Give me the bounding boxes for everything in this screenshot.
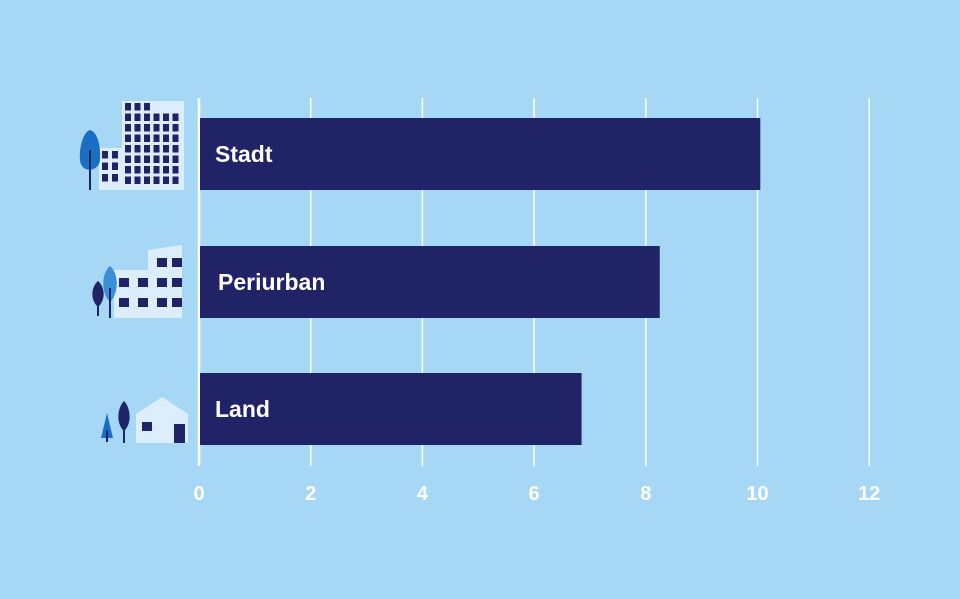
x-tick-label: 8 [640,483,651,505]
window [172,176,179,184]
window [163,155,169,163]
window [134,145,141,153]
window [163,176,169,184]
window [153,124,160,132]
window [172,124,179,132]
x-tick-label: 0 [193,483,204,505]
window [125,145,131,153]
tree-trunk [106,430,108,442]
window [125,155,131,163]
bar-labels: Stadt Periurban Land [215,141,325,422]
bar-label: Stadt [215,141,273,167]
window [163,166,169,174]
tree [101,413,113,438]
window [163,134,169,142]
window [153,113,160,121]
window [144,176,150,184]
window [172,155,179,163]
window [112,174,118,182]
window [172,298,182,307]
x-tick-label: 6 [529,483,540,505]
tree [118,401,130,431]
bar-label: Land [215,396,270,422]
tree [79,130,101,170]
periurban-buildings-icon [92,245,182,318]
window [138,278,148,287]
door [174,424,185,443]
window [144,113,150,121]
window [134,166,141,174]
window [163,124,169,132]
window [119,298,129,307]
tree-trunk [109,288,111,318]
bar [200,118,761,190]
window [134,155,141,163]
tree-trunk [97,296,99,316]
window [157,298,167,307]
window [138,298,148,307]
window [144,103,150,111]
window [125,113,131,121]
window [153,176,160,184]
window [144,145,150,153]
window [153,134,160,142]
window [157,278,167,287]
x-tick-label: 10 [746,483,768,505]
window [144,166,150,174]
bar [200,246,660,318]
window [125,124,131,132]
window [102,174,108,182]
window [134,176,141,184]
window [172,145,179,153]
x-tick-label: 4 [417,483,429,505]
rural-house-icon [101,397,188,443]
tree [103,266,117,302]
x-tick-label: 2 [305,483,316,505]
window [125,176,131,184]
bars [200,118,761,445]
window [134,113,141,121]
window [134,124,141,132]
building [114,270,150,318]
window [112,151,118,159]
window [172,258,182,267]
window [112,162,118,170]
window [157,258,167,267]
window [125,166,131,174]
window [144,134,150,142]
window [134,103,141,111]
window [172,278,182,287]
window [125,103,131,111]
window [125,134,131,142]
tree-trunk [89,150,91,190]
window [153,166,160,174]
window [163,145,169,153]
window [144,124,150,132]
window [134,134,141,142]
window [172,166,179,174]
window [144,155,150,163]
x-tick-label: 12 [858,483,880,505]
window [102,162,108,170]
bar-label: Periurban [218,269,325,295]
window [102,151,108,159]
window [172,113,179,121]
x-axis-ticks: 0 2 4 6 8 10 12 [193,483,880,505]
window [163,113,169,121]
window [172,134,179,142]
window [142,422,152,431]
city-buildings-icon [79,101,184,190]
tree [92,281,104,307]
window [153,155,160,163]
tree-trunk [123,420,125,443]
bar [200,373,582,445]
window [153,145,160,153]
window [119,278,129,287]
